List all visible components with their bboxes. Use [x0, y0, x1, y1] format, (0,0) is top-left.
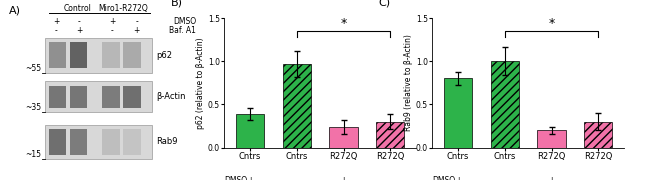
- Bar: [538, 130, 566, 148]
- Bar: [124, 42, 140, 68]
- Bar: [45, 125, 152, 159]
- Bar: [330, 127, 358, 148]
- Text: +: +: [134, 26, 140, 35]
- Text: +: +: [455, 176, 461, 180]
- Text: -: -: [597, 176, 600, 180]
- Text: ~15: ~15: [25, 150, 41, 159]
- Bar: [236, 114, 264, 148]
- Text: β-Actin: β-Actin: [156, 92, 185, 101]
- Bar: [376, 122, 404, 148]
- Text: -: -: [135, 17, 138, 26]
- Text: -: -: [111, 26, 113, 35]
- Text: +: +: [247, 176, 253, 180]
- Text: -: -: [55, 26, 58, 35]
- Bar: [444, 78, 472, 148]
- Text: Baf. A1: Baf. A1: [170, 26, 196, 35]
- Bar: [70, 86, 87, 108]
- Text: Rab9: Rab9: [156, 137, 177, 146]
- Text: C): C): [378, 0, 391, 8]
- Bar: [103, 86, 120, 108]
- Text: -: -: [78, 17, 81, 26]
- Bar: [49, 129, 66, 155]
- Bar: [70, 129, 87, 155]
- Text: *: *: [549, 17, 554, 30]
- Text: +: +: [109, 17, 115, 26]
- Text: +: +: [341, 176, 346, 180]
- Bar: [45, 81, 152, 112]
- Bar: [103, 129, 120, 155]
- Bar: [124, 129, 140, 155]
- Text: DMSO: DMSO: [432, 176, 456, 180]
- Text: ~55: ~55: [25, 64, 41, 73]
- Text: +: +: [76, 26, 83, 35]
- Text: Miro1-R272Q: Miro1-R272Q: [99, 4, 148, 13]
- Text: p62: p62: [156, 51, 172, 60]
- Text: -: -: [295, 176, 298, 180]
- Text: B): B): [170, 0, 183, 8]
- Bar: [124, 86, 140, 108]
- Y-axis label: Rab9 (relative to β-Actin): Rab9 (relative to β-Actin): [404, 34, 413, 131]
- Bar: [584, 122, 612, 148]
- Text: -: -: [503, 176, 506, 180]
- Bar: [283, 64, 311, 148]
- Bar: [49, 86, 66, 108]
- Text: DMSO: DMSO: [224, 176, 248, 180]
- Text: +: +: [549, 176, 554, 180]
- Text: Control: Control: [64, 4, 92, 13]
- Text: ~35: ~35: [25, 103, 41, 112]
- Bar: [49, 42, 66, 68]
- Bar: [491, 61, 519, 148]
- Text: A): A): [8, 5, 20, 15]
- Text: DMSO: DMSO: [173, 17, 196, 26]
- Bar: [103, 42, 120, 68]
- Text: +: +: [53, 17, 60, 26]
- Bar: [45, 38, 152, 73]
- Bar: [70, 42, 87, 68]
- Text: *: *: [341, 17, 346, 30]
- Y-axis label: p62 (relative to β-Actin): p62 (relative to β-Actin): [196, 37, 205, 129]
- Text: -: -: [389, 176, 392, 180]
